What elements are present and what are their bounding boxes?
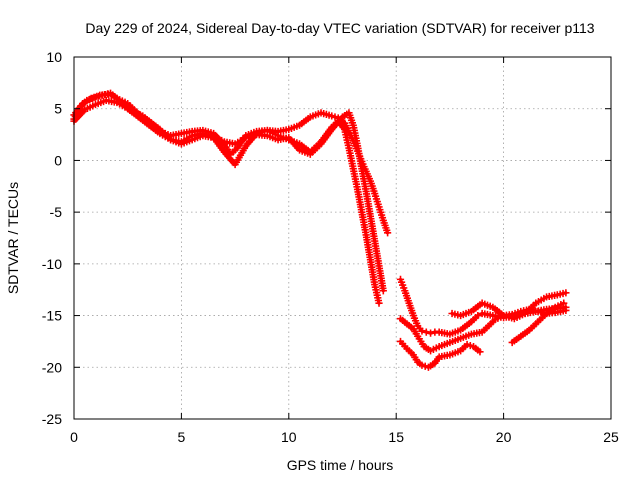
x-tick-label: 5	[178, 429, 186, 445]
x-tick-label: 25	[603, 429, 619, 445]
data-point	[375, 299, 383, 307]
data-point	[418, 361, 426, 369]
y-tick-label: -5	[50, 204, 63, 220]
x-tick-labels: 0 5 10 15 20 25	[70, 429, 619, 445]
y-tick-label: 5	[54, 101, 62, 117]
x-axis-label: GPS time / hours	[287, 457, 394, 473]
data-point	[422, 328, 430, 336]
series-trace-8	[508, 299, 568, 347]
x-tick-label: 15	[388, 429, 404, 445]
y-tick-label: 10	[46, 49, 62, 65]
x-tick-label: 10	[281, 429, 297, 445]
data-point	[474, 311, 482, 320]
y-tick-label: -25	[42, 411, 62, 427]
data-point-interp	[466, 341, 474, 350]
data-point	[560, 299, 568, 307]
data-point	[328, 112, 336, 120]
y-tick-label: -10	[42, 256, 62, 272]
y-tick-label: 0	[54, 152, 62, 168]
data-point	[418, 327, 426, 335]
data-point	[463, 340, 471, 349]
data-point	[476, 348, 484, 356]
y-tick-label: -15	[42, 308, 62, 324]
series-trace-7	[448, 289, 570, 323]
series-trace-6	[396, 337, 484, 371]
x-tick-label: 0	[70, 429, 78, 445]
axis-ticks	[73, 56, 612, 420]
plot-frame	[73, 56, 612, 420]
data-point	[426, 329, 435, 337]
y-tick-labels: -25 -20 -15 -10 -5 0 5 10	[42, 49, 62, 427]
data-layer	[70, 89, 570, 371]
data-point	[384, 229, 392, 237]
chart-title: Day 229 of 2024, Sidereal Day-to-day VTE…	[85, 20, 594, 36]
data-point	[562, 289, 570, 297]
data-point	[379, 287, 387, 295]
data-point-interp	[331, 113, 339, 121]
data-point	[562, 306, 570, 314]
y-tick-label: -20	[42, 359, 62, 375]
y-axis-label: SDTVAR / TECUs	[5, 182, 21, 294]
x-tick-label: 20	[496, 429, 512, 445]
grid	[74, 57, 611, 419]
